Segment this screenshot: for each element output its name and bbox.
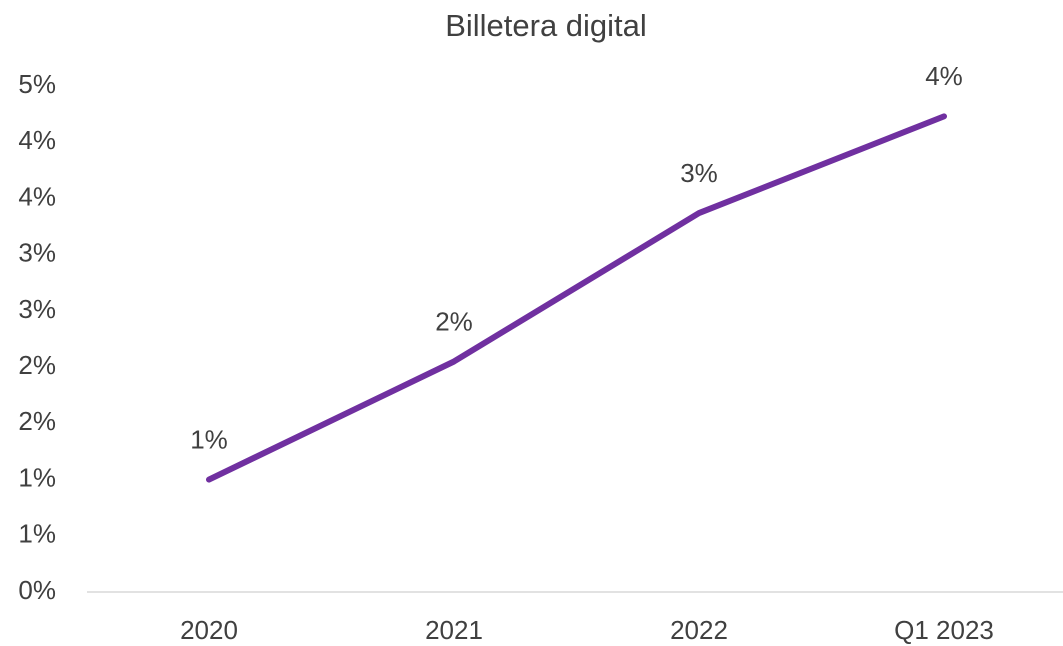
data-label: 3% — [680, 158, 718, 188]
y-tick-label: 4% — [18, 181, 56, 211]
data-label: 1% — [190, 424, 228, 454]
x-tick-label: 2021 — [425, 615, 483, 645]
line-series — [206, 113, 947, 483]
y-tick-label: 1% — [18, 462, 56, 492]
y-tick-label: 5% — [18, 69, 56, 99]
y-tick-label: 1% — [18, 519, 56, 549]
data-label: 4% — [925, 61, 963, 91]
y-tick-label: 4% — [18, 125, 56, 155]
y-tick-label: 0% — [18, 575, 56, 605]
y-tick-label: 3% — [18, 294, 56, 324]
x-tick-label: 2022 — [670, 615, 728, 645]
x-tick-label: Q1 2023 — [894, 615, 994, 645]
y-tick-label: 2% — [18, 406, 56, 436]
x-tick-label: 2020 — [180, 615, 238, 645]
y-tick-label: 3% — [18, 238, 56, 268]
y-tick-label: 2% — [18, 350, 56, 380]
data-label: 2% — [435, 306, 473, 336]
chart-title: Billetera digital — [445, 8, 647, 43]
